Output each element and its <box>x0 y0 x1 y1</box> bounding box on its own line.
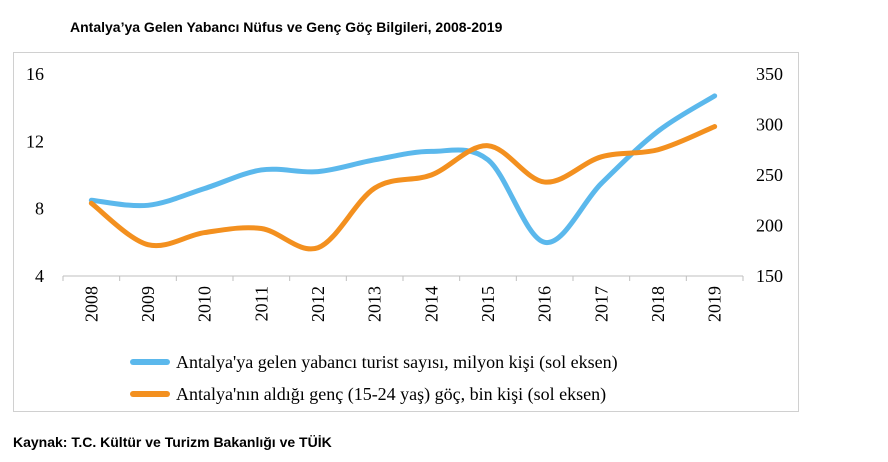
x-tick-label: 2014 <box>421 286 441 322</box>
legend-label-migration: Antalya'nın aldığı genç (15-24 yaş) göç,… <box>176 383 607 404</box>
legend-swatch-tourists <box>130 359 170 365</box>
legend-swatch-migration <box>130 391 170 397</box>
x-tick-label: 2011 <box>251 286 271 321</box>
y-right-tick-label: 250 <box>756 165 783 185</box>
y-right-tick-label: 150 <box>756 266 783 286</box>
x-tick-label: 2009 <box>138 286 158 322</box>
y-left-tick-label: 8 <box>35 199 44 219</box>
y-right-tick-label: 350 <box>756 64 783 84</box>
x-tick-label: 2018 <box>648 286 668 322</box>
legend-item-migration: Antalya'nın aldığı genç (15-24 yaş) göç,… <box>130 378 618 410</box>
x-tick-label: 2010 <box>195 286 215 322</box>
source-note: Kaynak: T.C. Kültür ve Turizm Bakanlığı … <box>13 434 332 450</box>
legend-label-tourists: Antalya'ya gelen yabancı turist sayısı, … <box>176 351 618 372</box>
x-tick-label: 2013 <box>365 286 385 322</box>
y-right-tick-label: 300 <box>756 115 783 135</box>
x-tick-label: 2016 <box>535 286 555 322</box>
x-tick-label: 2008 <box>81 286 101 322</box>
legend: Antalya'ya gelen yabancı turist sayısı, … <box>130 346 618 410</box>
chart-frame <box>13 52 799 412</box>
y-left-tick-label: 4 <box>35 266 44 286</box>
series-line-tourists <box>88 93 718 245</box>
y-right-tick-label: 200 <box>756 216 783 236</box>
x-tick-label: 2017 <box>591 286 611 322</box>
chart-title: Antalya’ya Gelen Yabancı Nüfus ve Genç G… <box>70 19 503 35</box>
legend-item-tourists: Antalya'ya gelen yabancı turist sayısı, … <box>130 346 618 378</box>
y-left-tick-label: 12 <box>26 131 44 151</box>
x-tick-label: 2012 <box>308 286 328 322</box>
x-tick-label: 2019 <box>705 286 725 322</box>
x-tick-label: 2015 <box>478 286 498 322</box>
y-left-tick-label: 16 <box>26 64 44 84</box>
series-line-migration <box>88 124 718 252</box>
